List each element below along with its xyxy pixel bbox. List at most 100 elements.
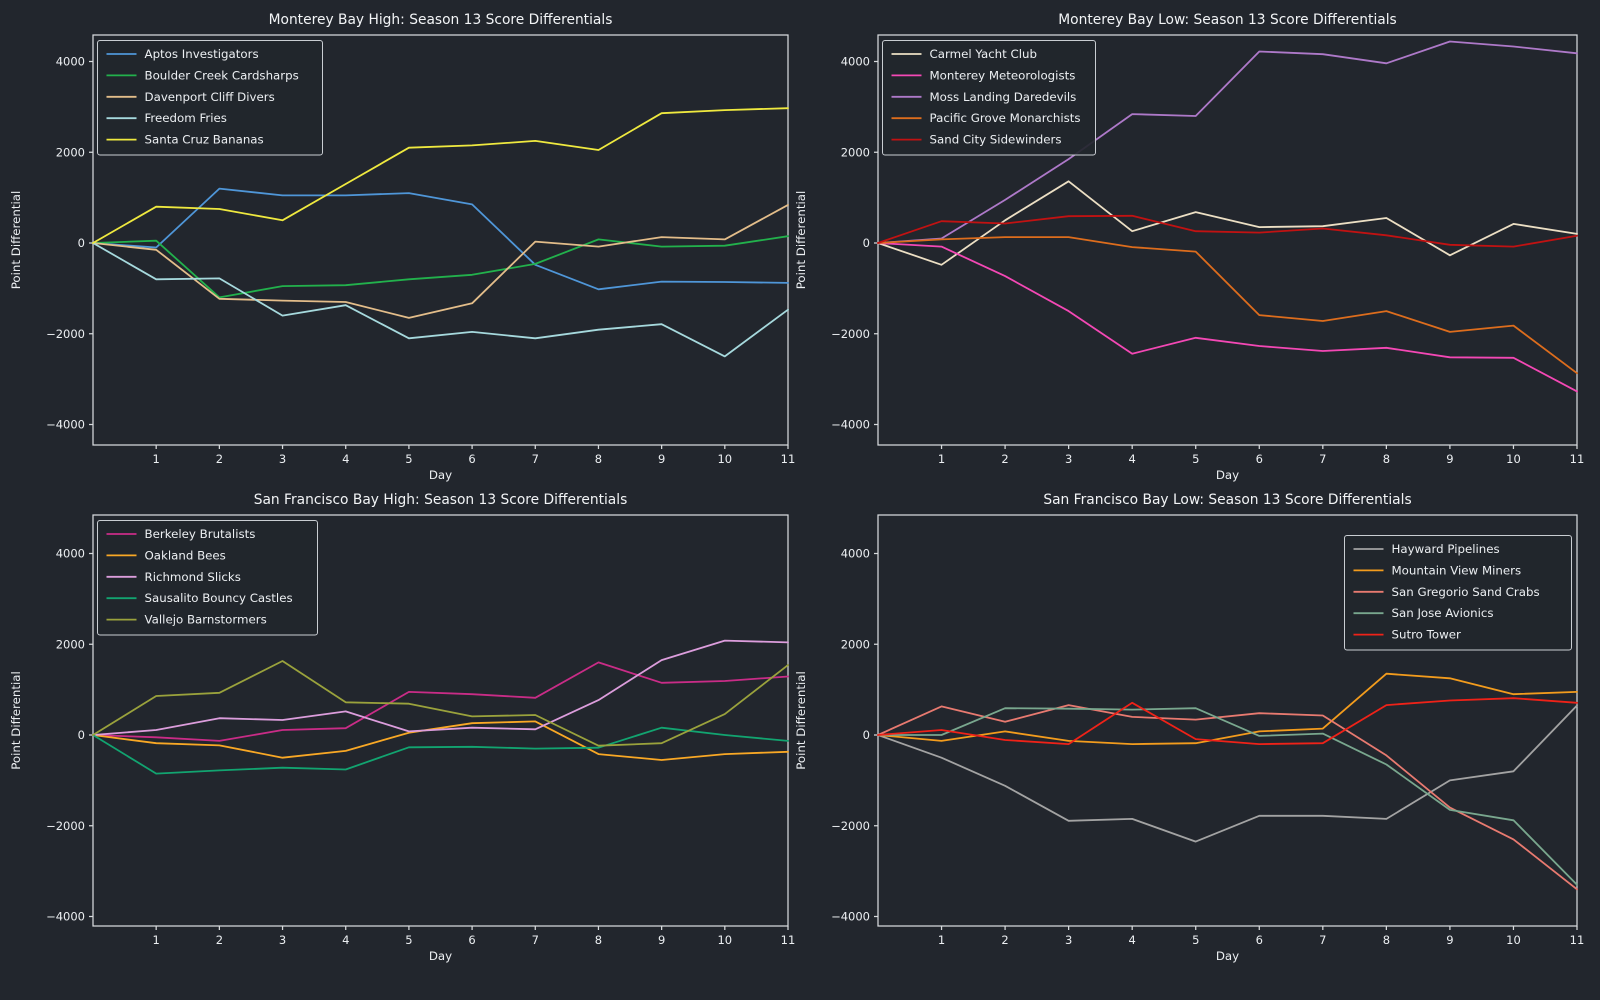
y-tick-label: 0	[863, 728, 870, 742]
y-tick-label: −4000	[831, 910, 870, 924]
series-line-berkeley-brutalists	[92, 661, 789, 742]
legend-label: San Gregorio Sand Crabs	[1392, 585, 1540, 599]
legend-label: Hayward Pipelines	[1392, 542, 1500, 556]
series-line-monterey-meteorologists	[877, 242, 1578, 393]
y-tick-label: −4000	[46, 910, 85, 924]
y-tick-label: −4000	[831, 418, 870, 432]
legend-label: Berkeley Brutalists	[145, 527, 256, 541]
series-line-san-jose-avionics	[877, 707, 1578, 886]
legend-label: Pacific Grove Monarchists	[930, 111, 1081, 125]
legend: Aptos Investigators Boulder Creek Cardsha…	[97, 40, 323, 156]
x-tick-label: 7	[532, 452, 539, 466]
series-line-oakland-bees	[92, 720, 789, 761]
legend-box	[882, 40, 1096, 156]
x-tick-label: 8	[1383, 452, 1390, 466]
y-tick-label: −2000	[46, 819, 85, 833]
x-tick-label: 9	[1446, 452, 1453, 466]
chart-monterey-bay-low: 4000 2000 0 −2000 −4000 1 2 3 4 5 6 7 8 9 10 11 Monterey…	[794, 12, 1584, 482]
x-tick-label: 2	[216, 452, 223, 466]
y-tick-label: −2000	[831, 819, 870, 833]
x-tick-label: 4	[342, 933, 349, 947]
x-tick-label: 5	[1192, 452, 1199, 466]
series-line-davenport-cliff-divers	[92, 203, 789, 319]
x-tick-label: 2	[1001, 452, 1008, 466]
x-tick-label: 3	[279, 933, 286, 947]
x-tick-label: 9	[658, 452, 665, 466]
x-tick-label: 4	[1129, 933, 1136, 947]
chart-title: Monterey Bay High: Season 13 Score Diffe…	[269, 12, 613, 28]
y-axis-label: Point Differential	[794, 191, 808, 290]
legend-label: Carmel Yacht Club	[930, 47, 1038, 61]
x-axis-label: Day	[1216, 949, 1239, 963]
x-axis-label: Day	[1216, 468, 1239, 482]
x-tick-label: 8	[595, 933, 602, 947]
legend-box	[1344, 535, 1572, 651]
series-line-san-gregorio-sand-crabs	[877, 704, 1578, 891]
x-tick-label: 11	[781, 933, 796, 947]
series-line-sutro-tower	[877, 697, 1578, 745]
x-axis-label: Day	[429, 468, 452, 482]
x-tick-label: 10	[717, 933, 732, 947]
legend-label: Sand City Sidewinders	[930, 133, 1062, 147]
chart-title: San Francisco Bay High: Season 13 Score …	[254, 492, 628, 508]
y-tick-label: −2000	[46, 327, 85, 341]
y-tick-label: 0	[78, 236, 85, 250]
x-tick-label: 8	[595, 452, 602, 466]
chart-monterey-bay-high: 4000 2000 0 −2000 −4000 1 2 3 4 5 6 7 8 9 10 11 Monterey…	[9, 12, 795, 482]
x-tick-label: 1	[938, 933, 945, 947]
x-tick-label: 1	[153, 452, 160, 466]
x-tick-label: 6	[468, 933, 475, 947]
series-line-sausalito-bouncy-castles	[92, 726, 789, 775]
legend: Carmel Yacht Club Monterey Meteorologists…	[882, 40, 1096, 156]
x-tick-label: 7	[1319, 452, 1326, 466]
series-line-carmel-yacht-club	[877, 180, 1578, 266]
legend-label: Mountain View Miners	[1392, 563, 1522, 577]
y-tick-label: −4000	[46, 418, 85, 432]
x-tick-label: 4	[1129, 452, 1136, 466]
legend-label: Moss Landing Daredevils	[930, 90, 1077, 104]
x-axis-label: Day	[429, 949, 452, 963]
chart-san-francisco-bay-high: 4000 2000 0 −2000 −4000 1 2 3 4 5 6 7 8 9 10 11 San Fran…	[9, 492, 795, 963]
legend-label: Santa Cruz Bananas	[145, 133, 264, 147]
series-line-hayward-pipelines	[877, 704, 1578, 843]
y-axis-label: Point Differential	[9, 671, 23, 770]
y-tick-label: 0	[78, 728, 85, 742]
legend-label: San Jose Avionics	[1392, 606, 1494, 620]
x-tick-label: 6	[1256, 933, 1263, 947]
y-tick-label: −2000	[831, 327, 870, 341]
x-tick-label: 3	[1065, 452, 1072, 466]
legend-box	[97, 520, 318, 636]
x-tick-label: 9	[1446, 933, 1453, 947]
x-tick-label: 11	[1570, 933, 1585, 947]
series-line-boulder-creek-cardsharps	[92, 235, 789, 299]
series-line-aptos-investigators	[92, 187, 789, 291]
legend-label: Aptos Investigators	[145, 47, 259, 61]
legend-label: Vallejo Barnstormers	[145, 613, 267, 627]
y-tick-label: 2000	[841, 637, 870, 651]
chart-title: San Francisco Bay Low: Season 13 Score D…	[1043, 492, 1411, 508]
y-tick-label: 4000	[841, 55, 870, 69]
legend-label: Sausalito Bouncy Castles	[145, 591, 293, 605]
legend-label: Sutro Tower	[1392, 628, 1461, 642]
legend: Hayward Pipelines Mountain View Miners San…	[1344, 535, 1572, 651]
x-tick-label: 11	[781, 452, 796, 466]
legend-label: Monterey Meteorologists	[930, 68, 1076, 82]
series-line-richmond-slicks	[92, 639, 789, 736]
x-tick-label: 8	[1383, 933, 1390, 947]
x-tick-label: 10	[1506, 933, 1521, 947]
x-tick-label: 10	[717, 452, 732, 466]
chart-san-francisco-bay-low: 4000 2000 0 −2000 −4000 1 2 3 4 5 6 7 8 9 10 11 San Fran…	[794, 492, 1584, 963]
x-tick-label: 5	[1192, 933, 1199, 947]
y-tick-label: 2000	[56, 637, 85, 651]
series-line-freedom-fries	[92, 242, 789, 358]
legend-label: Oakland Bees	[145, 548, 226, 562]
legend-label: Richmond Slicks	[145, 570, 241, 584]
legend: Berkeley Brutalists Oakland Bees Richmond …	[97, 520, 318, 636]
x-tick-label: 7	[1319, 933, 1326, 947]
x-tick-label: 9	[658, 933, 665, 947]
x-tick-label: 3	[1065, 933, 1072, 947]
x-tick-label: 7	[532, 933, 539, 947]
x-tick-label: 1	[153, 933, 160, 947]
